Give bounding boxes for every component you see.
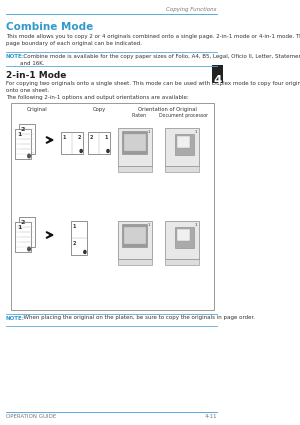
Bar — [122, 131, 148, 154]
Bar — [118, 259, 152, 265]
Bar — [212, 65, 224, 83]
Bar — [124, 227, 146, 244]
Bar — [122, 224, 148, 247]
Bar — [15, 222, 31, 252]
Text: Combine Mode: Combine Mode — [6, 22, 93, 32]
Text: The following 2-in-1 options and output orientations are available:: The following 2-in-1 options and output … — [6, 95, 189, 100]
Text: 2: 2 — [21, 220, 25, 225]
Bar — [118, 221, 152, 259]
Circle shape — [84, 250, 86, 253]
Text: 2: 2 — [21, 127, 25, 132]
Bar — [177, 229, 190, 241]
Text: 1: 1 — [148, 130, 150, 134]
Text: Platen: Platen — [132, 113, 147, 118]
Bar — [175, 227, 194, 248]
Text: For copying two originals onto a single sheet. This mode can be used with Duplex: For copying two originals onto a single … — [6, 81, 300, 93]
Text: 2: 2 — [89, 134, 93, 139]
Text: When placing the original on the platen, be sure to copy the originals in page o: When placing the original on the platen,… — [20, 315, 255, 320]
Bar — [124, 134, 146, 151]
Text: This mode allows you to copy 2 or 4 originals combined onto a single page. 2-in-: This mode allows you to copy 2 or 4 orig… — [6, 34, 300, 45]
Text: 1: 1 — [63, 134, 66, 139]
Circle shape — [28, 154, 30, 158]
Text: 2: 2 — [72, 241, 76, 246]
Bar — [88, 132, 110, 154]
Text: 2-in-1 Mode: 2-in-1 Mode — [6, 71, 66, 80]
Text: Document processor: Document processor — [160, 113, 208, 118]
Bar — [118, 166, 152, 172]
Text: 4-11: 4-11 — [205, 414, 217, 419]
Text: 2: 2 — [78, 134, 81, 139]
Text: NOTE:: NOTE: — [6, 315, 25, 320]
Bar — [165, 259, 199, 265]
Text: Copy: Copy — [92, 107, 106, 112]
Text: Original: Original — [27, 107, 48, 112]
Text: NOTE:: NOTE: — [6, 54, 25, 59]
Bar — [177, 136, 190, 148]
Text: 1: 1 — [195, 130, 197, 134]
Bar — [61, 132, 83, 154]
Bar — [11, 103, 214, 310]
Text: 1: 1 — [72, 224, 76, 229]
Text: ...: ... — [32, 150, 35, 154]
Text: 1: 1 — [17, 132, 22, 137]
Text: 1: 1 — [148, 223, 150, 227]
Text: 1: 1 — [17, 225, 22, 230]
Circle shape — [107, 150, 109, 153]
Circle shape — [80, 150, 82, 153]
Bar — [15, 129, 31, 159]
Text: Orientation of Original: Orientation of Original — [138, 107, 197, 112]
Text: OPERATION GUIDE: OPERATION GUIDE — [6, 414, 56, 419]
Bar — [165, 166, 199, 172]
Text: 1: 1 — [105, 134, 108, 139]
Bar — [165, 128, 199, 166]
Text: Combine mode is available for the copy paper sizes of Folio, A4, B5, Legal, Ofic: Combine mode is available for the copy p… — [20, 54, 300, 65]
Text: 4: 4 — [213, 74, 222, 87]
Text: 1: 1 — [195, 223, 197, 227]
Bar — [19, 124, 35, 154]
Circle shape — [28, 247, 30, 251]
Bar — [71, 221, 87, 255]
Bar — [175, 134, 194, 155]
Bar — [165, 221, 199, 259]
Bar — [19, 217, 35, 247]
Text: Copying Functions: Copying Functions — [166, 6, 217, 11]
Bar — [118, 128, 152, 166]
